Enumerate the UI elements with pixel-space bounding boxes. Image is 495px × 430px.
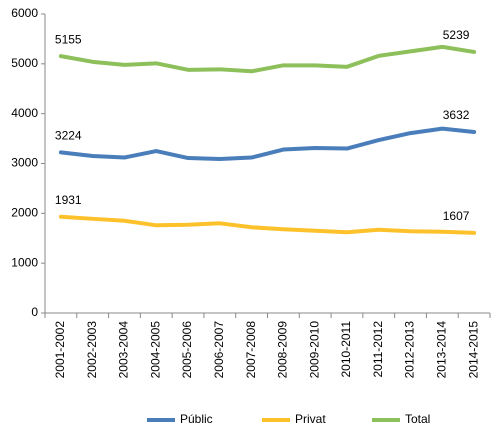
series-line bbox=[58, 214, 477, 235]
data-label: 1607 bbox=[443, 209, 470, 223]
y-tick-label: 1000 bbox=[11, 255, 38, 269]
x-tick-label: 2008-2009 bbox=[276, 321, 290, 379]
x-tick-label: 2011-2012 bbox=[371, 321, 385, 378]
y-tick-label: 0 bbox=[31, 305, 38, 319]
x-tick-label: 2013-2014 bbox=[434, 321, 448, 379]
x-tick-label: 2012-2013 bbox=[403, 321, 417, 379]
x-tick-label: 2006-2007 bbox=[212, 321, 226, 379]
x-tick-label: 2010-2011 bbox=[339, 321, 353, 378]
data-label: 1931 bbox=[55, 193, 82, 207]
x-tick-label: 2014-2015 bbox=[466, 321, 480, 379]
legend-label: Privat bbox=[295, 412, 326, 426]
x-tick-label: 2009-2010 bbox=[307, 321, 321, 379]
x-tick-label: 2001-2002 bbox=[53, 321, 67, 379]
data-label: 3632 bbox=[443, 108, 470, 122]
data-label: 5155 bbox=[55, 32, 82, 46]
data-label: 5239 bbox=[443, 28, 470, 42]
x-tick-label: 2003-2004 bbox=[117, 321, 131, 379]
legend-label: Total bbox=[405, 412, 430, 426]
series-line bbox=[58, 44, 477, 74]
x-tick-label: 2005-2006 bbox=[180, 321, 194, 379]
y-tick-label: 2000 bbox=[11, 206, 38, 220]
y-tick-label: 3000 bbox=[11, 156, 38, 170]
x-tick-label: 2002-2003 bbox=[85, 321, 99, 379]
x-tick-label: 2004-2005 bbox=[148, 321, 162, 379]
x-tick-label: 2007-2008 bbox=[244, 321, 258, 379]
y-tick-label: 5000 bbox=[11, 56, 38, 70]
series-line bbox=[58, 126, 477, 162]
y-tick-label: 6000 bbox=[11, 6, 38, 20]
data-label: 3224 bbox=[55, 129, 82, 143]
y-tick-label: 4000 bbox=[11, 106, 38, 120]
legend-label: Públic bbox=[180, 412, 213, 426]
